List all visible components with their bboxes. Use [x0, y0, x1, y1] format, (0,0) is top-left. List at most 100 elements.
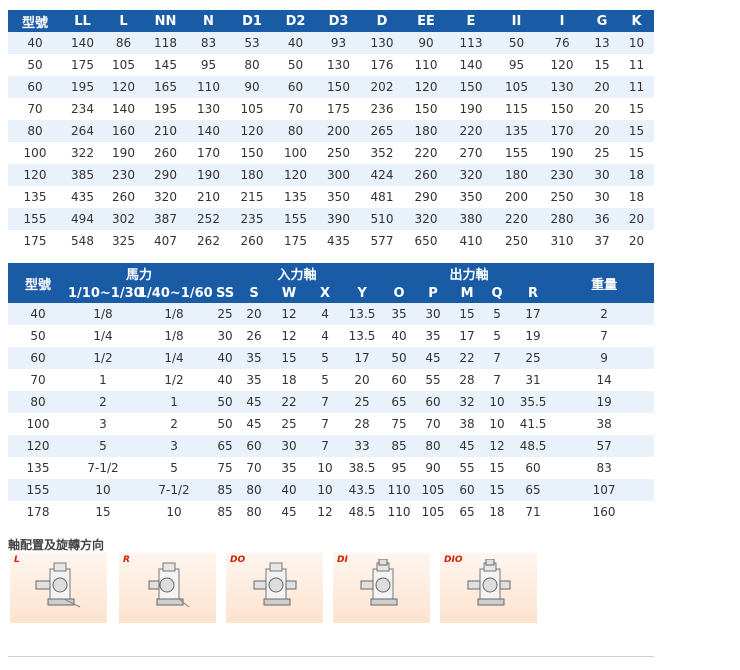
table-cell: 320: [144, 186, 187, 208]
table-cell: 25: [585, 142, 619, 164]
table-cell: 352: [360, 142, 404, 164]
table-cell: 40: [210, 369, 241, 391]
table-cell: 180: [494, 164, 539, 186]
table-row: 50 175 105 145 95 80 50 130 176 110 140 95 120 15 11: [8, 54, 654, 76]
table-cell: 1/4: [138, 347, 211, 369]
table-row: 178 15 10 85 80 45 12 48.5 110 105 65 18 71 160: [8, 501, 655, 523]
table-cell: 80: [230, 54, 274, 76]
table-cell: 236: [360, 98, 404, 120]
table-cell: 435: [62, 186, 103, 208]
table-cell: 20: [619, 230, 654, 252]
column-header: G: [585, 10, 619, 32]
table-cell: 53: [230, 32, 274, 54]
table-cell: 140: [62, 32, 103, 54]
table-cell: 260: [103, 186, 144, 208]
table-row: 80 2 1 50 45 22 7 25 65 60 32 10 35.5 19: [8, 391, 655, 413]
table-cell: 40: [274, 32, 317, 54]
table-cell: 5: [482, 303, 513, 325]
table-cell: 40: [268, 479, 311, 501]
table-cell: 35: [268, 457, 311, 479]
power-table: 型號 馬力 入力軸 出力軸 重量 1/10~1/30 1/40~1/60 SS S W X…: [8, 263, 655, 523]
table-cell: 12: [482, 435, 513, 457]
table-cell: 130: [317, 54, 360, 76]
table-cell: 280: [539, 208, 585, 230]
table-cell: 178: [8, 501, 68, 523]
table-cell: 60: [384, 369, 415, 391]
table-cell: 9: [554, 347, 655, 369]
table-cell: 60: [8, 347, 68, 369]
output-shaft-header: 出力軸: [384, 263, 555, 283]
table-cell: 107: [554, 479, 655, 501]
table-cell: 45: [452, 435, 483, 457]
table-cell: 210: [187, 186, 230, 208]
table-cell: 190: [187, 164, 230, 186]
table-cell: 70: [274, 98, 317, 120]
table-cell: 105: [230, 98, 274, 120]
diagram-di: DI: [333, 553, 430, 623]
table-cell: 22: [268, 391, 311, 413]
table-cell: 100: [8, 142, 62, 164]
table-cell: 250: [317, 142, 360, 164]
table-cell: 12: [268, 303, 311, 325]
table-cell: 5: [482, 325, 513, 347]
diagram-label: R: [123, 555, 130, 565]
table-cell: 80: [8, 120, 62, 142]
table-cell: 65: [210, 435, 241, 457]
table-cell: 35.5: [512, 391, 555, 413]
table-cell: 38: [554, 413, 655, 435]
power-table-subheader: 1/10~1/30 1/40~1/60 SS S W X Y O P M Q R: [8, 283, 654, 303]
table-cell: 190: [539, 142, 585, 164]
table-cell: 120: [8, 435, 68, 457]
table-cell: 7: [482, 369, 513, 391]
table-cell: 1/8: [138, 303, 211, 325]
table-cell: 150: [539, 98, 585, 120]
table-cell: 105: [414, 479, 453, 501]
table-cell: 320: [404, 208, 448, 230]
table-cell: 220: [494, 208, 539, 230]
table-cell: 83: [187, 32, 230, 54]
table-cell: 22: [452, 347, 483, 369]
table-cell: 175: [317, 98, 360, 120]
table-cell: 350: [317, 186, 360, 208]
diagram-do: DO: [226, 553, 323, 623]
table-cell: 25: [210, 303, 241, 325]
table-cell: 35: [384, 303, 415, 325]
table-cell: 32: [452, 391, 483, 413]
table-cell: 65: [384, 391, 415, 413]
table-cell: 170: [187, 142, 230, 164]
table-cell: 35: [240, 369, 269, 391]
table-cell: 5: [138, 457, 211, 479]
table-cell: 1/4: [68, 325, 138, 347]
table-cell: 120: [274, 164, 317, 186]
column-header: Q: [482, 283, 513, 303]
table-cell: 50: [384, 347, 415, 369]
table-cell: 35: [240, 347, 269, 369]
table-cell: 190: [448, 98, 494, 120]
table-cell: 120: [230, 120, 274, 142]
table-cell: 120: [404, 76, 448, 98]
table-cell: 80: [274, 120, 317, 142]
table-cell: 4: [310, 303, 341, 325]
table-cell: 140: [187, 120, 230, 142]
shaft-arrangement-diagrams: L R DO DI: [10, 553, 540, 623]
table-row: 120 5 3 65 60 30 7 33 85 80 45 12 48.5 57: [8, 435, 655, 457]
table-cell: 50: [210, 391, 241, 413]
table-cell: 424: [360, 164, 404, 186]
table-cell: 50: [210, 413, 241, 435]
table-cell: 38: [452, 413, 483, 435]
table-cell: 1/2: [68, 347, 138, 369]
table-cell: 100: [274, 142, 317, 164]
table-cell: 176: [360, 54, 404, 76]
table-cell: 290: [404, 186, 448, 208]
table-cell: 60: [512, 457, 555, 479]
table-cell: 45: [240, 391, 269, 413]
table-cell: 3: [138, 435, 211, 457]
weight-header: 重量: [554, 263, 655, 303]
table-cell: 20: [340, 369, 385, 391]
table-cell: 385: [62, 164, 103, 186]
table-cell: 264: [62, 120, 103, 142]
table-cell: 2: [554, 303, 655, 325]
table-cell: 7: [310, 435, 341, 457]
column-header: D2: [274, 10, 317, 32]
table-cell: 95: [494, 54, 539, 76]
